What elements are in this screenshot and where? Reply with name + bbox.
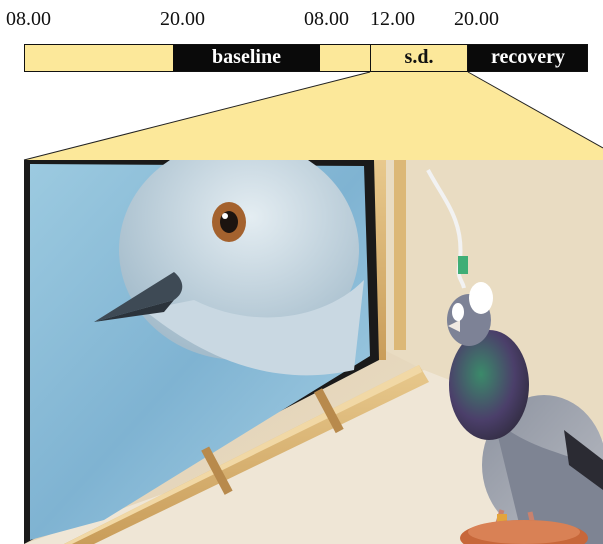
food-dish-rim bbox=[468, 520, 580, 544]
tether-cable bbox=[426, 169, 466, 289]
timeline-segment-sd: s.d. bbox=[370, 44, 468, 72]
time-tick-1: 20.00 bbox=[160, 8, 205, 30]
wooden-fence bbox=[64, 365, 429, 544]
photo-illustration bbox=[24, 160, 603, 544]
zoom-wedge-fill bbox=[24, 72, 603, 160]
time-tick-4: 20.00 bbox=[454, 8, 499, 30]
timeline-segment-baseline: baseline bbox=[173, 44, 320, 72]
timeline-segment-recovery: recovery bbox=[468, 44, 588, 72]
time-tick-2: 08.00 bbox=[304, 8, 349, 30]
tether-connector bbox=[458, 256, 468, 274]
timeline-segment-light-2 bbox=[320, 44, 370, 72]
pigeon bbox=[447, 282, 603, 544]
time-tick-3: 12.00 bbox=[370, 8, 415, 30]
zoom-wedge-left-edge bbox=[23, 71, 371, 161]
experiment-photo bbox=[24, 160, 603, 544]
zoom-wedge-right-edge bbox=[467, 71, 603, 149]
segment-label-baseline: baseline bbox=[212, 46, 281, 68]
time-tick-0: 08.00 bbox=[6, 8, 51, 30]
segment-label-recovery: recovery bbox=[490, 46, 566, 68]
screen-pigeon-head bbox=[94, 160, 364, 376]
wood-post-right bbox=[394, 160, 406, 350]
timeline-segment-light-1 bbox=[24, 44, 173, 72]
segment-label-sd: s.d. bbox=[404, 46, 434, 68]
